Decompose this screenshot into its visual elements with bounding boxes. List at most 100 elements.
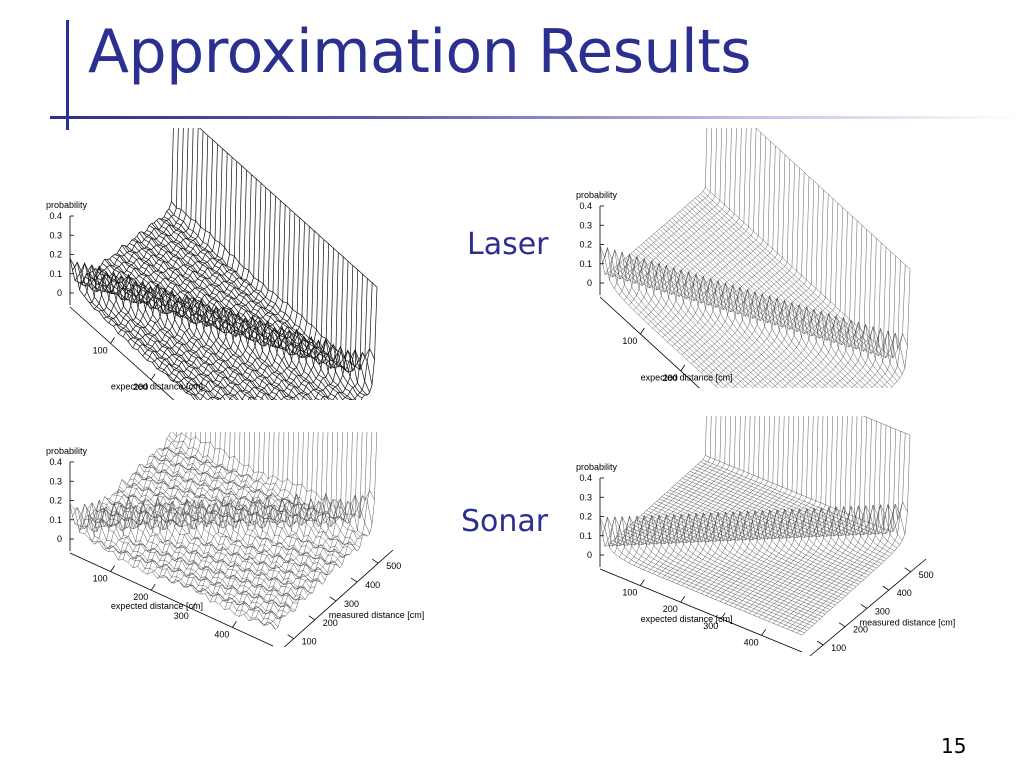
- mesh-line: [168, 208, 373, 385]
- z-tick-label: 0.4: [579, 473, 592, 483]
- mesh-line: [656, 501, 859, 585]
- mesh-line: [661, 226, 838, 388]
- y-tick-label: 500: [919, 570, 934, 580]
- mesh-line: [641, 511, 844, 599]
- mesh-line: [705, 187, 908, 359]
- x-axis-label: expected distance [cm]: [641, 373, 733, 383]
- mesh-line: [114, 254, 278, 400]
- x-axis-line: [599, 568, 803, 653]
- mesh-line: [615, 257, 748, 388]
- mesh-line: [134, 238, 313, 400]
- x-tick: [640, 579, 645, 586]
- mesh-line: [79, 265, 214, 400]
- mesh-line: [607, 515, 810, 629]
- mesh-line: [111, 255, 275, 400]
- mesh-line: [720, 416, 829, 602]
- z-tick-label: 0.3: [49, 476, 62, 486]
- mesh-line: [129, 478, 333, 573]
- mesh-line: [164, 446, 368, 537]
- mesh-line: [149, 456, 353, 551]
- z-tick-label: 0: [57, 534, 62, 544]
- mesh-line: [661, 496, 864, 580]
- z-tick-label: 0.1: [579, 531, 592, 541]
- z-tick-label: 0: [587, 550, 592, 560]
- mesh-line: [656, 231, 828, 388]
- z-axis-label: probability: [46, 200, 88, 210]
- mesh-line: [77, 502, 281, 620]
- mesh-line: [700, 461, 903, 541]
- mesh-line: [662, 141, 771, 338]
- mesh-line: [124, 481, 328, 575]
- surface-mesh: [599, 416, 911, 636]
- mesh-line: [676, 213, 868, 388]
- mesh-line: [89, 273, 234, 400]
- mesh-line: [156, 219, 357, 400]
- mesh-line: [862, 416, 911, 436]
- mesh-line: [89, 496, 293, 613]
- z-tick-label: 0.1: [49, 515, 62, 525]
- mesh-line: [116, 253, 282, 400]
- z-tick-label: 0.4: [579, 201, 592, 211]
- mesh-line: [159, 448, 363, 540]
- y-tick-label: 300: [344, 599, 359, 609]
- x-axis-line: [69, 306, 175, 400]
- y-tick: [904, 567, 911, 573]
- mesh-line: [633, 512, 836, 606]
- mesh-line: [705, 455, 908, 532]
- mesh-line: [635, 512, 839, 603]
- mesh-line: [79, 499, 284, 619]
- mesh-line: [666, 491, 869, 576]
- mesh-line: [715, 416, 824, 600]
- mesh-line: [151, 223, 351, 400]
- mesh-line: [141, 464, 345, 557]
- mesh-line: [612, 515, 815, 624]
- mesh-line: [653, 503, 857, 587]
- mesh-line: [149, 225, 344, 400]
- x-axis-line: [69, 552, 274, 647]
- x-tick-label: 400: [744, 637, 759, 647]
- laser-measured-plot: 0.40.30.20.10probability100200300400expe…: [46, 128, 378, 400]
- mesh-line: [697, 464, 900, 545]
- mesh-line: [137, 432, 241, 567]
- mesh-line: [638, 511, 841, 601]
- mesh-line: [87, 273, 226, 400]
- mesh-line: [791, 225, 863, 388]
- z-axis-label: probability: [46, 446, 88, 456]
- mesh-line: [609, 128, 717, 281]
- mesh-line: [126, 246, 300, 400]
- x-tick-label: 100: [93, 345, 108, 355]
- x-tick-label: 100: [93, 574, 108, 584]
- mesh-line: [625, 257, 769, 388]
- laser-approximation-plot: 0.40.30.20.10probability100200300400expe…: [576, 128, 911, 388]
- mesh-line: [126, 484, 331, 576]
- mesh-line: [77, 264, 209, 400]
- mesh-line: [604, 249, 729, 388]
- x-tick-label: 200: [663, 604, 678, 614]
- x-tick: [150, 373, 156, 381]
- mesh-line: [82, 271, 220, 400]
- y-tick-label: 200: [853, 625, 868, 635]
- mesh-line: [151, 454, 355, 549]
- x-tick: [232, 621, 237, 628]
- mesh-line: [139, 232, 326, 400]
- slide-title: Approximation Results: [88, 17, 751, 87]
- y-tick-label: 400: [897, 588, 912, 598]
- x-tick-label: 200: [133, 592, 148, 602]
- z-axis-label: probability: [576, 462, 618, 472]
- mesh-line: [158, 218, 363, 399]
- mesh-line: [99, 267, 252, 400]
- mesh-line: [630, 512, 833, 608]
- z-tick-label: 0.3: [49, 230, 62, 240]
- mesh-line: [141, 231, 330, 400]
- mesh-line: [101, 262, 256, 400]
- x-axis-label: expected distance [cm]: [111, 382, 203, 392]
- mesh-line: [682, 209, 879, 388]
- mesh-line: [628, 255, 774, 388]
- mesh-line: [684, 475, 887, 559]
- mesh-line: [87, 504, 291, 611]
- mesh-line: [114, 489, 318, 582]
- sonar-measured-plot: 0.4 0.3 0.2 0.1 0 probability 100 200 300 400 expe…: [46, 432, 424, 647]
- mesh-line: [684, 206, 884, 388]
- mesh-line: [648, 237, 813, 388]
- mesh-line: [617, 260, 754, 388]
